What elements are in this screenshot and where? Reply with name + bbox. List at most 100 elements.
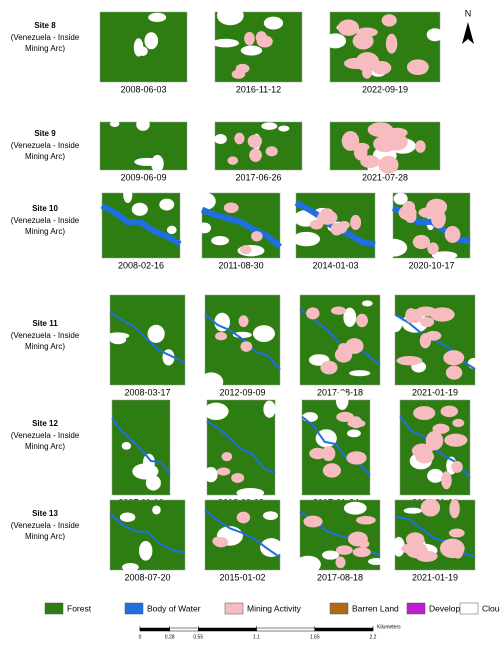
river	[200, 206, 282, 250]
mining-patch	[415, 140, 426, 153]
cloud-patch	[136, 118, 150, 131]
cloud-patch	[138, 540, 153, 561]
mining-patch	[427, 242, 439, 255]
cloud-patch	[148, 12, 167, 23]
mining-patch	[330, 306, 347, 315]
map-date: 2014-01-03	[312, 260, 358, 270]
mining-patch	[451, 461, 463, 473]
mining-patch	[320, 360, 338, 375]
mining-patch	[306, 307, 320, 320]
scale-segment	[198, 627, 257, 632]
cloud-patch	[261, 122, 278, 130]
mining-patch	[440, 405, 459, 418]
mining-patch	[212, 536, 224, 546]
cloud-patch	[133, 38, 144, 57]
mining-patch	[322, 463, 341, 478]
mining-patch	[412, 234, 431, 250]
river	[111, 417, 171, 474]
scale-label: 0.28	[165, 634, 175, 640]
mining-patch	[352, 547, 371, 558]
map-panel	[299, 294, 381, 386]
cloud-patch	[346, 429, 361, 438]
map-panel	[100, 186, 182, 259]
site-sublabel: (Venezuela - Inside Mining Arc)	[11, 331, 80, 351]
legend-swatch	[329, 602, 349, 615]
mining-patch	[405, 308, 417, 324]
river	[204, 509, 281, 559]
cloud-patch	[427, 468, 444, 483]
map-date: 2021-01-19	[412, 572, 458, 582]
river	[204, 313, 281, 371]
cloud-patch	[368, 558, 385, 565]
mining-patch	[361, 66, 373, 79]
scale-label: 1.1	[253, 634, 260, 640]
cloud-patch	[199, 372, 224, 392]
north-arrow-shape	[462, 22, 474, 44]
map-panel	[388, 294, 480, 386]
map-panel	[106, 294, 186, 386]
mining-patch	[452, 418, 465, 428]
mining-patch	[381, 14, 397, 27]
mining-patch	[452, 545, 464, 559]
legend-label: Body of Water	[147, 603, 201, 613]
map-date: 2008-02-16	[118, 260, 164, 270]
cloud-patch	[123, 186, 133, 203]
mining-patch	[413, 406, 436, 420]
mining-patch	[238, 315, 249, 328]
cloud-patch	[321, 550, 340, 560]
legend-label: Forest	[67, 603, 92, 613]
mining-patch	[317, 210, 338, 225]
legend-swatch	[224, 602, 244, 615]
map-panel	[295, 499, 385, 574]
mining-patch	[309, 447, 327, 460]
cloud-patch	[236, 487, 265, 498]
mining-patch	[249, 148, 262, 162]
mining-patch	[352, 32, 374, 50]
mining-patch	[353, 143, 368, 161]
mining-patch	[345, 338, 364, 354]
mining-patch	[309, 219, 324, 230]
site-sublabel: (Venezuela - Inside Mining Arc)	[11, 33, 80, 53]
mining-patch	[411, 443, 433, 459]
site-sublabel: (Venezuela - Inside Mining Arc)	[11, 431, 80, 451]
map-date: 2021-01-19	[412, 387, 458, 397]
cloud-patch	[263, 16, 284, 30]
cloud-patch	[426, 28, 444, 42]
site-label: Site 8	[34, 21, 56, 30]
cloud-patch	[431, 251, 458, 260]
map-date: 2017-08-18	[317, 572, 363, 582]
map-date: 2009-06-09	[120, 172, 166, 182]
site-label: Site 10	[32, 204, 58, 213]
mining-patch	[336, 411, 355, 423]
site-label: Site 13	[32, 509, 58, 518]
site-sublabel: (Venezuela - Inside Mining Arc)	[11, 141, 80, 161]
mining-patch	[396, 356, 423, 366]
river	[100, 202, 182, 247]
site-label: Site 9	[34, 129, 56, 138]
mining-patch	[244, 31, 255, 46]
mining-patch	[406, 59, 429, 76]
map-panel	[301, 390, 371, 496]
mining-patch	[371, 61, 392, 75]
scale-unit: Kilometers	[377, 624, 401, 630]
mining-patch	[404, 210, 417, 224]
map-background	[111, 399, 171, 496]
cloud-patch	[302, 412, 318, 422]
scale-segment	[139, 627, 170, 632]
mining-patch	[419, 333, 431, 349]
map-date: 2021-07-28	[362, 172, 408, 182]
mining-patch	[216, 467, 231, 476]
cloud-patch	[252, 325, 275, 342]
map-panel	[204, 499, 283, 571]
scale-segment	[256, 627, 315, 632]
map-panel	[203, 399, 276, 498]
mining-patch	[430, 307, 455, 322]
mining-patch	[343, 57, 369, 70]
mining-patch	[367, 122, 394, 138]
cloud-patch	[361, 300, 373, 307]
cloud-patch	[159, 198, 175, 211]
mining-patch	[444, 226, 461, 243]
mining-patch	[415, 550, 438, 562]
cloud-patch	[403, 507, 422, 514]
